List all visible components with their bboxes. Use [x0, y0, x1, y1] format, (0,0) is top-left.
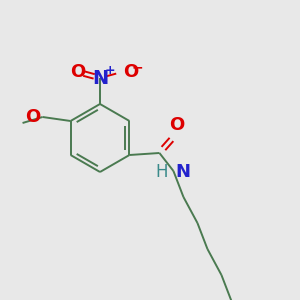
Text: O: O	[70, 63, 86, 81]
Text: N: N	[92, 68, 108, 88]
Text: −: −	[132, 60, 144, 74]
Text: O: O	[25, 108, 40, 126]
Text: +: +	[105, 64, 116, 77]
Text: H: H	[155, 163, 167, 181]
Text: N: N	[176, 163, 190, 181]
Text: O: O	[123, 63, 138, 81]
Text: O: O	[169, 116, 184, 134]
